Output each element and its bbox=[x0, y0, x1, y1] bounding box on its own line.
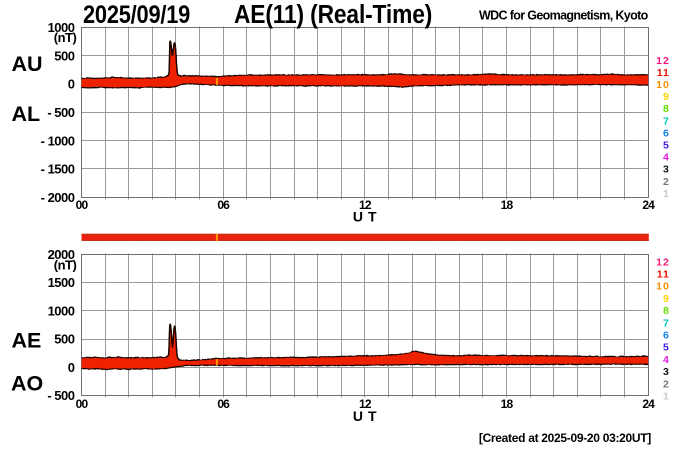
svg-text:00: 00 bbox=[76, 397, 89, 411]
svg-text:06: 06 bbox=[217, 198, 230, 212]
svg-text:10: 10 bbox=[656, 281, 670, 293]
svg-text:1000: 1000 bbox=[48, 20, 75, 35]
svg-text:- 1500: - 1500 bbox=[41, 162, 75, 177]
svg-text:12: 12 bbox=[359, 397, 372, 411]
svg-text:18: 18 bbox=[501, 397, 514, 411]
svg-text:- 500: - 500 bbox=[47, 105, 74, 120]
svg-text:[Created at 2025-09-20 03:20UT: [Created at 2025-09-20 03:20UT] bbox=[479, 431, 651, 445]
svg-text:7: 7 bbox=[663, 115, 670, 127]
svg-text:1500: 1500 bbox=[48, 275, 75, 290]
svg-text:11: 11 bbox=[657, 269, 670, 281]
svg-text:2: 2 bbox=[663, 176, 670, 188]
svg-text:0: 0 bbox=[68, 360, 75, 375]
svg-text:- 1000: - 1000 bbox=[41, 133, 75, 148]
svg-text:- 2000: - 2000 bbox=[41, 190, 75, 205]
svg-text:(nT): (nT) bbox=[54, 257, 77, 272]
svg-text:10: 10 bbox=[656, 79, 670, 91]
svg-text:0: 0 bbox=[68, 77, 75, 92]
svg-text:18: 18 bbox=[501, 198, 514, 212]
svg-text:AL: AL bbox=[12, 102, 41, 126]
svg-text:06: 06 bbox=[217, 397, 230, 411]
svg-text:6: 6 bbox=[663, 330, 670, 342]
svg-text:U T: U T bbox=[353, 209, 377, 225]
svg-text:1: 1 bbox=[663, 188, 670, 200]
svg-text:3: 3 bbox=[663, 164, 670, 176]
svg-text:500: 500 bbox=[54, 48, 74, 63]
svg-text:1000: 1000 bbox=[48, 304, 75, 319]
svg-text:4: 4 bbox=[663, 152, 670, 164]
svg-text:3: 3 bbox=[663, 366, 670, 378]
svg-text:5: 5 bbox=[663, 342, 670, 354]
svg-text:500: 500 bbox=[54, 332, 74, 347]
svg-text:2000: 2000 bbox=[48, 247, 75, 262]
svg-text:7: 7 bbox=[663, 317, 670, 329]
svg-text:AE(11) (Real-Time): AE(11) (Real-Time) bbox=[234, 1, 432, 30]
svg-text:2: 2 bbox=[663, 378, 670, 390]
svg-text:AE: AE bbox=[12, 329, 42, 353]
svg-text:(nT): (nT) bbox=[54, 30, 77, 45]
svg-text:4: 4 bbox=[663, 354, 670, 366]
svg-text:AU: AU bbox=[12, 52, 43, 76]
svg-text:6: 6 bbox=[663, 127, 670, 139]
svg-text:24: 24 bbox=[642, 397, 655, 411]
svg-text:- 500: - 500 bbox=[47, 388, 74, 403]
svg-text:5: 5 bbox=[663, 140, 670, 152]
svg-text:11: 11 bbox=[657, 67, 670, 79]
svg-text:WDC for Geomagnetism, Kyoto: WDC for Geomagnetism, Kyoto bbox=[479, 9, 649, 23]
svg-text:9: 9 bbox=[663, 91, 670, 103]
svg-text:9: 9 bbox=[663, 293, 670, 305]
svg-text:8: 8 bbox=[663, 103, 670, 115]
svg-text:12: 12 bbox=[656, 55, 670, 67]
svg-text:00: 00 bbox=[76, 198, 89, 212]
svg-text:AO: AO bbox=[11, 371, 43, 395]
svg-text:12: 12 bbox=[359, 198, 372, 212]
svg-text:1: 1 bbox=[663, 391, 670, 403]
svg-text:12: 12 bbox=[656, 256, 670, 268]
svg-text:24: 24 bbox=[642, 198, 655, 212]
svg-text:2025/09/19: 2025/09/19 bbox=[83, 1, 190, 29]
svg-text:8: 8 bbox=[663, 305, 670, 317]
svg-text:U T: U T bbox=[353, 408, 377, 424]
